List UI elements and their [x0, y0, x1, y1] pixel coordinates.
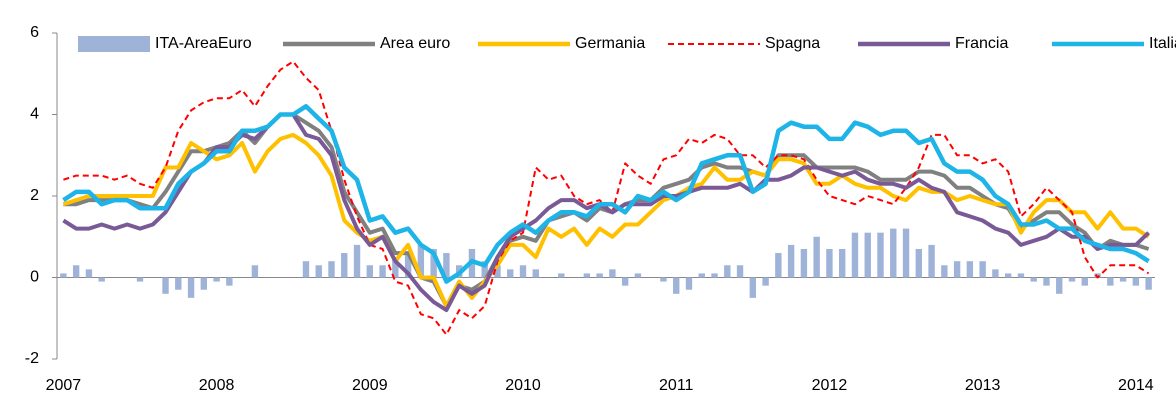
bar — [685, 277, 693, 290]
line-series — [62, 104, 1150, 284]
bar — [762, 277, 769, 286]
x-tick-label: 2014 — [1118, 377, 1154, 394]
bar — [775, 253, 782, 278]
legend-label: Germania — [575, 35, 645, 52]
bar — [1056, 277, 1063, 294]
bar — [213, 277, 220, 282]
legend-label: ITA-AreaEuro — [155, 35, 252, 52]
bar — [1017, 273, 1025, 278]
bar — [302, 261, 310, 278]
bar — [711, 273, 718, 278]
bar — [85, 269, 93, 278]
bar — [941, 265, 948, 278]
bar — [226, 277, 233, 286]
bar — [1132, 277, 1140, 286]
legend-label: Area euro — [380, 35, 450, 52]
bar — [953, 261, 961, 278]
bar — [341, 253, 348, 278]
bar — [175, 277, 182, 290]
bar — [519, 265, 527, 278]
bar — [979, 261, 986, 278]
x-tick-label: 2007 — [46, 377, 82, 394]
bar — [634, 273, 642, 278]
bar — [621, 277, 629, 286]
bar — [928, 244, 935, 278]
x-tick-label: 2008 — [199, 377, 235, 394]
bar — [1119, 277, 1127, 282]
x-tick-label: 2010 — [505, 377, 541, 394]
bar — [98, 277, 105, 282]
bar — [430, 248, 437, 278]
x-tick-label: 2012 — [812, 377, 848, 394]
y-tick-label: 4 — [30, 106, 39, 123]
bar — [800, 248, 808, 278]
y-tick-label: 0 — [30, 269, 39, 286]
bar — [673, 277, 680, 294]
bar — [813, 236, 820, 278]
bar — [507, 269, 514, 278]
bar — [72, 265, 80, 278]
bar — [328, 261, 335, 278]
legend-swatch — [78, 36, 150, 52]
bar — [1043, 277, 1050, 286]
y-tick-label: 2 — [30, 187, 39, 204]
bar — [1145, 277, 1152, 290]
bar — [890, 228, 897, 278]
bar — [136, 277, 144, 282]
bar — [162, 277, 169, 294]
bar — [851, 232, 859, 278]
bar — [736, 265, 744, 278]
bar — [583, 273, 591, 278]
bar — [558, 273, 565, 278]
bar — [877, 232, 884, 278]
bar — [902, 228, 910, 278]
bar — [60, 273, 67, 278]
bar — [826, 248, 833, 278]
bar — [1107, 277, 1114, 286]
bar — [839, 248, 846, 278]
bar — [787, 244, 795, 278]
legend-label: Spagna — [765, 35, 820, 52]
y-tick-label: -2 — [25, 350, 39, 367]
line-series — [62, 112, 1150, 313]
bar — [251, 265, 259, 278]
bar — [315, 265, 322, 278]
bar — [404, 253, 412, 278]
bar — [915, 248, 922, 278]
bar — [353, 244, 361, 278]
bar — [749, 277, 757, 298]
bar — [1068, 277, 1076, 282]
x-tick-label: 2009 — [352, 377, 388, 394]
bar — [966, 261, 974, 278]
bar — [1081, 277, 1088, 286]
x-tick-label: 2011 — [659, 377, 694, 394]
bar — [992, 269, 999, 278]
x-tick-label: 2013 — [965, 377, 1001, 394]
legend-label: Italia — [1149, 35, 1176, 52]
bar — [532, 269, 539, 278]
bar — [481, 261, 488, 278]
bar — [366, 265, 373, 278]
bar — [1094, 273, 1101, 278]
bar — [864, 232, 871, 278]
bar — [392, 257, 399, 278]
bar — [494, 265, 501, 278]
bar — [1004, 273, 1012, 278]
bar — [660, 277, 667, 282]
bar — [596, 273, 603, 278]
bar — [724, 265, 731, 278]
legend-label: Francia — [955, 35, 1008, 52]
y-tick-label: 6 — [30, 24, 39, 41]
bar — [1030, 277, 1037, 282]
bar — [698, 273, 705, 278]
bar — [379, 265, 386, 278]
bar — [417, 244, 425, 278]
bar — [609, 269, 616, 278]
bar — [200, 277, 208, 290]
line-series — [62, 132, 1150, 308]
bar — [443, 253, 450, 278]
bar — [187, 277, 195, 298]
